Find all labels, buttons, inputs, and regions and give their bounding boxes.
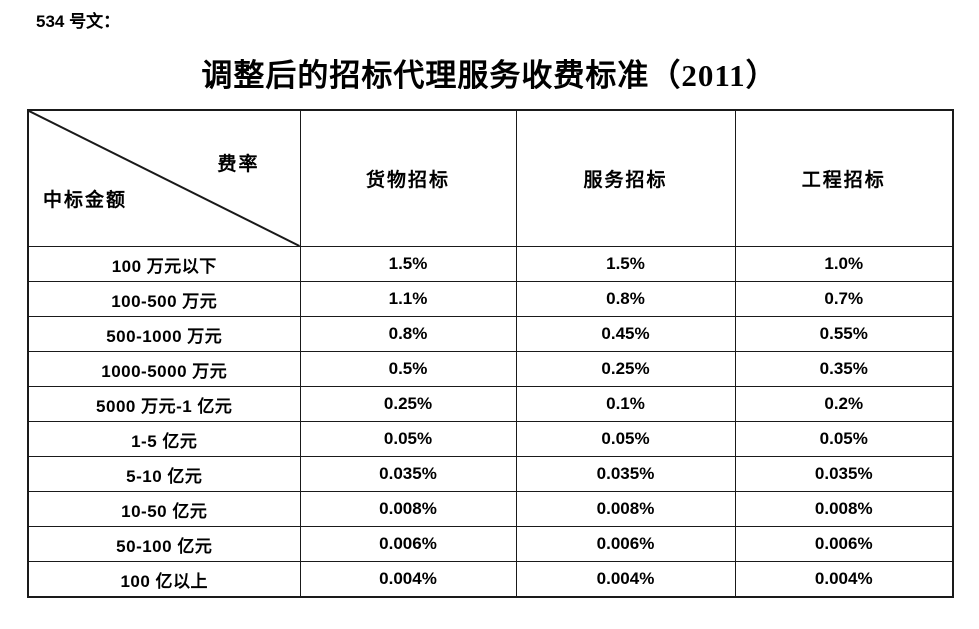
table-row: 100-500 万元 1.1% 0.8% 0.7% — [27, 281, 954, 317]
engineering-rate-cell: 0.05% — [734, 421, 954, 457]
amount-cell: 1000-5000 万元 — [27, 351, 301, 387]
engineering-rate-cell: 1.0% — [734, 246, 954, 282]
table-row: 50-100 亿元 0.006% 0.006% 0.006% — [27, 526, 954, 562]
diagonal-divider-line — [29, 111, 299, 246]
goods-rate-cell: 0.008% — [299, 491, 517, 527]
engineering-rate-cell: 0.035% — [734, 456, 954, 492]
service-rate-cell: 0.8% — [515, 281, 736, 317]
corner-rate-label: 费率 — [217, 154, 260, 175]
table-body: 100 万元以下 1.5% 1.5% 1.0% 100-500 万元 1.1% … — [27, 246, 954, 598]
column-header-service: 服务招标 — [515, 109, 736, 247]
service-rate-cell: 0.25% — [515, 351, 736, 387]
amount-cell: 100 亿以上 — [27, 561, 301, 598]
table-row: 10-50 亿元 0.008% 0.008% 0.008% — [27, 491, 954, 527]
table-row: 1000-5000 万元 0.5% 0.25% 0.35% — [27, 351, 954, 387]
service-rate-cell: 0.45% — [515, 316, 736, 352]
engineering-rate-cell: 0.006% — [734, 526, 954, 562]
engineering-rate-cell: 0.35% — [734, 351, 954, 387]
goods-rate-cell: 0.035% — [299, 456, 517, 492]
table-row: 100 亿以上 0.004% 0.004% 0.004% — [27, 561, 954, 598]
goods-rate-cell: 0.5% — [299, 351, 517, 387]
table-row: 100 万元以下 1.5% 1.5% 1.0% — [27, 246, 954, 282]
table-header: 费率 中标金额 货物招标 服务招标 工程招标 — [27, 109, 954, 247]
amount-cell: 5-10 亿元 — [27, 456, 301, 492]
table-row: 5000 万元-1 亿元 0.25% 0.1% 0.2% — [27, 386, 954, 422]
column-header-engineering: 工程招标 — [734, 109, 954, 247]
amount-cell: 500-1000 万元 — [27, 316, 301, 352]
goods-rate-cell: 1.5% — [299, 246, 517, 282]
engineering-rate-cell: 0.2% — [734, 386, 954, 422]
goods-rate-cell: 0.05% — [299, 421, 517, 457]
service-rate-cell: 0.035% — [515, 456, 736, 492]
goods-rate-cell: 0.25% — [299, 386, 517, 422]
amount-cell: 10-50 亿元 — [27, 491, 301, 527]
amount-cell: 100-500 万元 — [27, 281, 301, 317]
service-rate-cell: 0.004% — [515, 561, 736, 598]
service-rate-cell: 1.5% — [515, 246, 736, 282]
corner-header-cell: 费率 中标金额 — [27, 109, 301, 247]
service-rate-cell: 0.1% — [515, 386, 736, 422]
service-rate-cell: 0.008% — [515, 491, 736, 527]
column-header-goods: 货物招标 — [299, 109, 517, 247]
engineering-rate-cell: 0.008% — [734, 491, 954, 527]
page-title: 调整后的招标代理服务收费标准（2011） — [201, 58, 778, 93]
table-row: 5-10 亿元 0.035% 0.035% 0.035% — [27, 456, 954, 492]
goods-rate-cell: 0.8% — [299, 316, 517, 352]
amount-cell: 5000 万元-1 亿元 — [27, 386, 301, 422]
table-row: 1-5 亿元 0.05% 0.05% 0.05% — [27, 421, 954, 457]
fee-rate-table: 费率 中标金额 货物招标 服务招标 工程招标 100 万元以下 1.5% 1.5… — [27, 109, 954, 598]
doc-number-label: 534 号文： — [36, 12, 121, 31]
amount-cell: 100 万元以下 — [27, 246, 301, 282]
goods-rate-cell: 0.004% — [299, 561, 517, 598]
goods-rate-cell: 1.1% — [299, 281, 517, 317]
amount-cell: 50-100 亿元 — [27, 526, 301, 562]
engineering-rate-cell: 0.55% — [734, 316, 954, 352]
engineering-rate-cell: 0.004% — [734, 561, 954, 598]
service-rate-cell: 0.05% — [515, 421, 736, 457]
service-rate-cell: 0.006% — [515, 526, 736, 562]
engineering-rate-cell: 0.7% — [734, 281, 954, 317]
corner-amount-label: 中标金额 — [43, 190, 128, 211]
table-row: 500-1000 万元 0.8% 0.45% 0.55% — [27, 316, 954, 352]
amount-cell: 1-5 亿元 — [27, 421, 301, 457]
header-row: 费率 中标金额 货物招标 服务招标 工程招标 — [27, 109, 954, 247]
goods-rate-cell: 0.006% — [299, 526, 517, 562]
